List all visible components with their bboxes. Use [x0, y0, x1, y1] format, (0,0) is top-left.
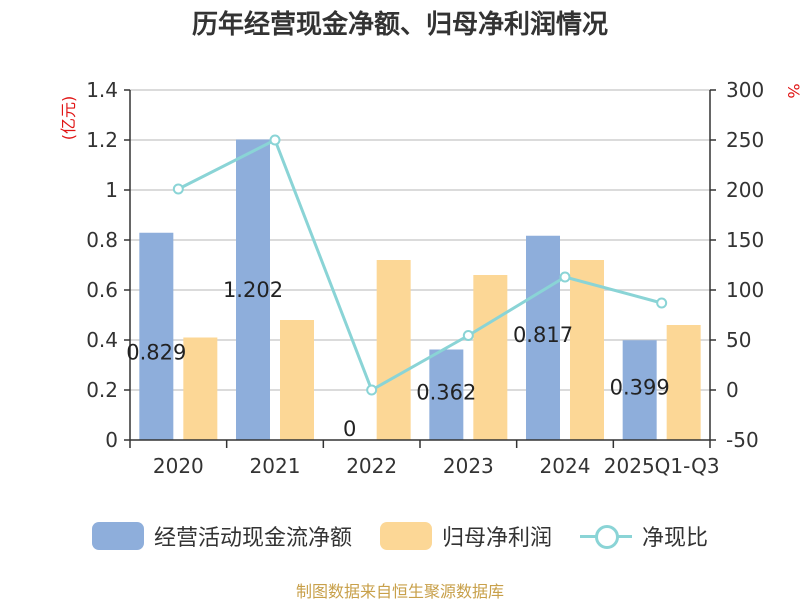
bar-net-profit [376, 260, 411, 440]
data-label-cash-flow: 0.362 [416, 381, 476, 405]
data-label-cash-flow: 0.817 [513, 323, 573, 347]
ratio-point [559, 271, 571, 283]
legend-label-ratio: 净现比 [642, 526, 709, 551]
data-labels: 0.829 1.202 0 0.362 0.817 0.399 [126, 278, 669, 441]
grid-lines [130, 89, 710, 391]
bars [139, 139, 701, 440]
ratio-line-path [177, 137, 663, 393]
y-left-tick-label: 0.8 [86, 228, 118, 252]
data-label-cash-flow: 0 [343, 417, 356, 441]
bar-cash-flow [236, 139, 270, 440]
y-right-tick-label: 0 [726, 378, 739, 402]
y-left-tick-label: 0.6 [86, 278, 118, 302]
y-left-tick-label: 0 [105, 428, 118, 452]
y-right-tick-label: 300 [726, 78, 764, 102]
x-tick-label: 2024 [540, 454, 591, 478]
chart-title: 历年经营现金净额、归母净利润情况 [191, 10, 608, 40]
legend-swatch-cash-flow [91, 522, 144, 550]
bar-cash-flow [139, 232, 174, 440]
y-right-tick-label: 100 [726, 278, 764, 302]
bar-net-profit [280, 320, 314, 440]
ratio-point [269, 134, 281, 146]
y-left-unit: (亿元) [59, 96, 78, 141]
y-right-tick-label: 200 [726, 178, 764, 202]
legend-item-net-profit[interactable]: 归母净利润 [379, 520, 552, 552]
y-right-tick-label: 50 [726, 328, 751, 352]
bar-net-profit [183, 337, 218, 440]
legend: 经营活动现金流净额 归母净利润 净现比 [0, 516, 800, 556]
legend-swatch-ratio [580, 522, 632, 550]
y-right-tick-label: 150 [726, 228, 764, 252]
bar-net-profit [666, 325, 701, 440]
bar-net-profit [570, 260, 604, 440]
bar-net-profit [473, 275, 508, 440]
ratio-point [656, 297, 668, 309]
y-left-tick-label: 1 [105, 178, 118, 202]
axes: 0 0.2 0.4 0.6 0.8 1 1.2 1.4 -50 0 50 100 150 200 250 30… [59, 78, 800, 478]
data-source-note: 制图数据来自恒生聚源数据库 [295, 582, 504, 601]
legend-label-net-profit: 归母净利润 [441, 526, 552, 551]
data-label-cash-flow: 0.399 [610, 376, 670, 400]
data-label-cash-flow: 1.202 [223, 278, 283, 302]
ratio-line [172, 134, 668, 396]
y-left-tick-label: 1.4 [86, 78, 118, 102]
ratio-point [172, 183, 184, 195]
ratio-point [366, 384, 378, 396]
x-tick-label: 2025Q1-Q3 [604, 454, 720, 478]
legend-label-cash-flow: 经营活动现金流净额 [153, 526, 352, 551]
y-right-unit: % [784, 83, 800, 98]
y-left-tick-label: 0.4 [86, 328, 118, 352]
bar-cash-flow [526, 235, 560, 440]
bar-cash-flow [429, 349, 464, 440]
data-label-cash-flow: 0.829 [126, 341, 186, 365]
x-tick-label: 2021 [250, 454, 301, 478]
legend-swatch-net-profit [379, 522, 432, 550]
y-right-tick-label: 250 [726, 128, 764, 152]
x-tick-label: 2023 [443, 454, 494, 478]
legend-item-ratio[interactable]: 净现比 [580, 520, 708, 552]
y-left-tick-label: 1.2 [86, 128, 118, 152]
legend-item-cash-flow[interactable]: 经营活动现金流净额 [91, 520, 352, 552]
bar-cash-flow [622, 340, 657, 440]
x-tick-label: 2022 [346, 454, 397, 478]
y-right-tick-label: -50 [726, 428, 759, 452]
x-tick-label: 2020 [153, 454, 204, 478]
ratio-point [462, 330, 474, 341]
y-left-tick-label: 0.2 [86, 378, 118, 402]
